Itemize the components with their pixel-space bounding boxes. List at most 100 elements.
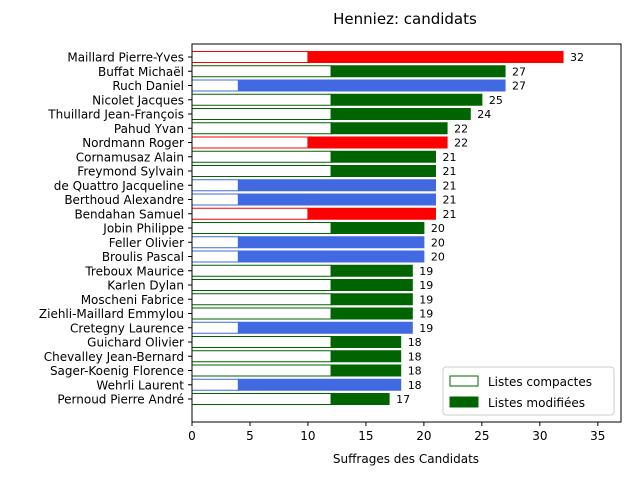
y-tick-label: Feller Olivier bbox=[109, 236, 184, 250]
bar-compactes bbox=[191, 193, 239, 206]
x-axis: 0 5 10 15 20 25 30 35 bbox=[188, 422, 605, 443]
x-tick-label: 0 bbox=[188, 429, 196, 443]
bar-modifiees bbox=[330, 150, 436, 163]
value-label: 20 bbox=[431, 236, 445, 249]
bar-modifiees bbox=[330, 364, 402, 377]
bar-modifiees bbox=[330, 122, 448, 135]
bar-modifiees bbox=[237, 179, 436, 192]
legend-label-modifiees: Listes modifiées bbox=[488, 396, 585, 410]
bar-compactes bbox=[191, 207, 309, 220]
bar-compactes bbox=[191, 236, 239, 249]
value-label: 22 bbox=[454, 122, 468, 135]
legend-label-compactes: Listes compactes bbox=[488, 375, 592, 389]
bar-compactes bbox=[191, 293, 332, 306]
value-label: 18 bbox=[408, 336, 422, 349]
x-tick-label: 20 bbox=[416, 429, 431, 443]
value-label: 21 bbox=[442, 194, 456, 207]
bar-modifiees bbox=[237, 193, 436, 206]
x-tick-label: 30 bbox=[532, 429, 547, 443]
x-tick-label: 5 bbox=[246, 429, 254, 443]
value-label: 19 bbox=[419, 308, 433, 321]
y-tick-label: Jobin Philippe bbox=[102, 222, 184, 236]
bar-modifiees bbox=[330, 393, 390, 405]
y-tick-label: Nicolet Jacques bbox=[92, 93, 184, 107]
value-label: 27 bbox=[512, 80, 526, 93]
value-label: 19 bbox=[419, 293, 433, 306]
x-tick-label: 25 bbox=[474, 429, 489, 443]
y-tick-label: de Quattro Jacqueline bbox=[54, 179, 184, 193]
bar-compactes bbox=[191, 150, 332, 163]
y-tick-label: Maillard Pierre-Yves bbox=[67, 51, 184, 65]
value-label: 21 bbox=[442, 208, 456, 221]
bar-modifiees bbox=[237, 250, 425, 263]
bar-modifiees bbox=[307, 136, 448, 149]
bar-modifiees bbox=[330, 350, 402, 363]
chart-title: Henniez: candidats bbox=[333, 10, 477, 28]
y-tick-label: Broulis Pascal bbox=[102, 250, 184, 264]
bar-compactes bbox=[191, 108, 332, 120]
bar-compactes bbox=[191, 93, 332, 106]
bar-modifiees bbox=[330, 222, 425, 234]
y-tick-label: Moscheni Fabrice bbox=[81, 293, 184, 307]
y-tick-label: Karlen Dylan bbox=[107, 279, 184, 293]
y-tick-label: Cornamusaz Alain bbox=[76, 150, 184, 164]
y-tick-label: Pahud Yvan bbox=[114, 122, 184, 136]
bar-compactes bbox=[191, 250, 239, 263]
bar-modifiees bbox=[237, 378, 402, 391]
bar-modifiees bbox=[237, 321, 413, 334]
legend-box bbox=[442, 366, 615, 416]
y-tick-label: Pernoud Pierre André bbox=[57, 393, 184, 407]
bar-compactes bbox=[191, 336, 332, 348]
value-label: 27 bbox=[512, 65, 526, 78]
legend-swatch-compactes bbox=[449, 375, 479, 387]
y-tick-label: Ziehli-Maillard Emmylou bbox=[39, 307, 184, 321]
value-label: 21 bbox=[442, 151, 456, 164]
y-tick-label: Buffat Michaël bbox=[98, 65, 184, 79]
bar-modifiees bbox=[330, 65, 506, 78]
value-label: 32 bbox=[570, 51, 584, 64]
y-tick-label: Bendahan Samuel bbox=[74, 207, 184, 221]
bar-compactes bbox=[191, 51, 309, 63]
bar-modifiees bbox=[237, 236, 425, 249]
y-tick-label: Chevalley Jean-Bernard bbox=[44, 350, 184, 364]
y-tick-label: Wehrli Laurent bbox=[96, 378, 184, 392]
bar-modifiees bbox=[330, 279, 413, 291]
y-tick-label: Ruch Daniel bbox=[112, 79, 184, 93]
bar-modifiees bbox=[330, 108, 471, 120]
bar-compactes bbox=[191, 79, 239, 92]
bar-modifiees bbox=[237, 79, 506, 92]
bar-compactes bbox=[191, 122, 332, 135]
y-tick-label: Sager-Koenig Florence bbox=[50, 364, 184, 378]
value-label: 25 bbox=[489, 94, 503, 107]
bar-compactes bbox=[191, 393, 332, 405]
bar-modifiees bbox=[307, 207, 436, 220]
bar-compactes bbox=[191, 264, 332, 277]
bar-modifiees bbox=[330, 264, 413, 277]
value-label: 18 bbox=[408, 350, 422, 363]
x-tick-label: 15 bbox=[358, 429, 373, 443]
legend: Listes compactes Listes modifiées bbox=[442, 366, 615, 416]
bar-modifiees bbox=[330, 336, 402, 348]
value-label: 20 bbox=[431, 251, 445, 264]
bar-compactes bbox=[191, 65, 332, 78]
bar-compactes bbox=[191, 279, 332, 291]
x-axis-label: Suffrages des Candidats bbox=[333, 452, 479, 466]
value-label: 21 bbox=[442, 165, 456, 178]
plot-frame bbox=[191, 43, 622, 423]
value-label: 21 bbox=[442, 179, 456, 192]
bar-compactes bbox=[191, 321, 239, 334]
value-label: 19 bbox=[419, 279, 433, 292]
y-tick-label: Treboux Maurice bbox=[84, 264, 184, 278]
value-label: 24 bbox=[477, 108, 491, 121]
y-tick-label: Berthoud Alexandre bbox=[64, 193, 184, 207]
legend-swatch-modifiees bbox=[449, 396, 479, 408]
bar-compactes bbox=[191, 364, 332, 377]
y-tick-label: Guichard Olivier bbox=[87, 336, 184, 350]
bar-modifiees bbox=[330, 93, 483, 106]
y-tick-label: Freymond Sylvain bbox=[77, 165, 184, 179]
y-tick-label: Thuillard Jean-François bbox=[47, 108, 184, 122]
bar-compactes bbox=[191, 378, 239, 391]
value-label: 22 bbox=[454, 137, 468, 150]
